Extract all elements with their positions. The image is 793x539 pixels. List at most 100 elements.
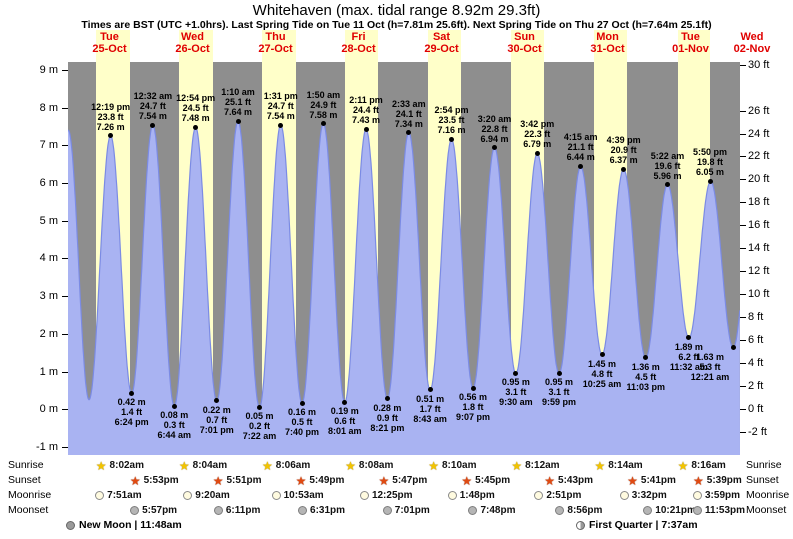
y-tick-right: [740, 363, 746, 365]
moonset-row-label-left: Moonset: [8, 504, 49, 516]
moonset-moon-icon: [643, 506, 653, 515]
moonset-time: 7:48pm: [480, 505, 516, 516]
low-tide-annotation: 0.56 m 1.8 ft 9:07 pm: [456, 392, 491, 423]
y-tick-left: [62, 333, 68, 335]
y-axis-label-ft: 16 ft: [748, 219, 770, 232]
moonset-item: 7:48pm: [468, 504, 515, 517]
tide-curve-svg: [68, 120, 740, 455]
moonset-row-label-right: Moonset: [746, 504, 787, 516]
sunset-time: 5:51pm: [226, 475, 262, 486]
moonrise-moon-icon: [447, 491, 457, 500]
y-axis-label-m: 7 m: [39, 139, 58, 152]
moonrise-moon-icon: [693, 491, 702, 500]
sunset-row-label-left: Sunset: [8, 474, 41, 486]
moonrise-item: 3:59pm: [693, 489, 740, 502]
moonset-moon-icon: [693, 506, 702, 515]
low-tide-annotation: 0.08 m 0.3 ft 6:44 am: [157, 410, 192, 441]
y-tick-left: [62, 107, 68, 109]
high-tide-annotation: 4:15 am 21.1 ft 6.44 m: [563, 132, 598, 163]
tide-point-dot: [492, 145, 498, 151]
sunrise-star-icon: ★: [511, 458, 523, 473]
sunset-star-icon: ★: [212, 473, 224, 488]
moonset-moon-icon: [130, 506, 140, 515]
moonrise-row-label-right: Moonrise: [746, 489, 790, 501]
moonset-item: 6:11pm: [213, 504, 260, 517]
y-tick-left: [62, 145, 68, 147]
moonset-moon-icon: [555, 506, 565, 515]
y-axis-label-m: 3 m: [39, 290, 58, 303]
y-tick-left: [62, 183, 68, 185]
tide-point-dot: [129, 390, 135, 396]
y-tick-right: [740, 317, 746, 319]
sunrise-star-icon: ★: [677, 458, 689, 473]
y-tick-right: [740, 133, 746, 135]
page-title: Whitehaven (max. tidal range 8.92m 29.3f…: [252, 2, 541, 19]
sunset-item: ★ 5:53pm: [130, 474, 179, 487]
moonset-time: 8:56pm: [567, 505, 603, 516]
sunset-time: 5:49pm: [309, 475, 345, 486]
high-tide-annotation: 1:31 pm 24.7 ft 7.54 m: [263, 91, 298, 122]
tide-point-dot: [108, 133, 114, 139]
high-tide-annotation: 2:33 am 24.1 ft 7.34 m: [392, 98, 426, 129]
y-axis-label-m: 9 m: [39, 64, 58, 76]
sunset-star-icon: ★: [129, 473, 141, 488]
high-tide-annotation: 1:50 am 24.9 ft 7.58 m: [306, 89, 341, 120]
sunset-item: ★ 5:39pm: [693, 474, 742, 487]
tide-point-dot: [708, 178, 714, 184]
moonrise-item: 2:51pm: [534, 489, 581, 502]
y-tick-right: [740, 202, 746, 204]
y-axis-label-m: 4 m: [39, 252, 58, 265]
y-axis-label-ft: 8 ft: [748, 311, 764, 324]
sunrise-star-icon: ★: [345, 458, 356, 473]
sunset-time: 5:41pm: [640, 475, 676, 486]
y-tick-right: [740, 64, 746, 66]
y-axis-label-ft: 20 ft: [748, 173, 770, 186]
moonset-time: 5:57pm: [142, 505, 178, 516]
moonrise-time: 3:59pm: [705, 490, 741, 501]
y-tick-right: [740, 225, 746, 227]
day-label: Sat 29-Oct: [424, 31, 459, 55]
tide-point-dot: [643, 355, 649, 361]
day-label: Wed 26-Oct: [175, 31, 210, 55]
tide-point-dot: [193, 124, 199, 130]
moonset-moon-icon: [382, 506, 392, 515]
tide-point-dot: [686, 335, 692, 341]
moonset-item: 10:21pm: [643, 504, 696, 517]
sunset-row-label-right: Sunset: [746, 474, 779, 486]
sunset-item: ★ 5:43pm: [544, 474, 593, 487]
first-quarter-icon: [576, 520, 585, 530]
tide-point-dot: [384, 396, 390, 402]
tide-point-dot: [278, 122, 284, 128]
day-label: Fri 28-Oct: [341, 31, 376, 55]
moonset-moon-icon: [468, 506, 478, 515]
y-tick-left: [62, 409, 68, 411]
moonset-item: 11:53pm: [693, 504, 745, 517]
sunrise-time: 8:12am: [525, 460, 560, 471]
y-tick-right: [740, 271, 746, 273]
tide-point-dot: [171, 403, 177, 409]
moonrise-moon-icon: [95, 491, 105, 500]
moonset-time: 7:01pm: [394, 505, 430, 516]
tide-point-dot: [534, 150, 540, 156]
y-axis-label-m: 1 m: [39, 365, 58, 378]
low-tide-annotation: 0.22 m 0.7 ft 7:01 pm: [199, 404, 234, 435]
tide-point-dot: [342, 399, 348, 405]
high-tide-annotation: 3:42 pm 22.3 ft 6.79 m: [520, 119, 555, 150]
y-tick-left: [62, 371, 68, 373]
moonrise-time: 9:20am: [195, 490, 230, 501]
moonset-item: 7:01pm: [382, 504, 430, 517]
low-tide-annotation: 0.28 m 0.9 ft 8:21 pm: [370, 402, 405, 433]
tide-point-dot: [730, 345, 736, 351]
y-axis-label-m: 8 m: [39, 101, 58, 114]
moonset-moon-icon: [213, 506, 223, 515]
moonrise-moon-icon: [359, 491, 369, 500]
moonrise-time: 2:51pm: [546, 490, 582, 501]
tide-point-dot: [513, 370, 519, 376]
tide-area-fill: [68, 121, 740, 455]
y-axis-label-ft: 24 ft: [748, 127, 770, 140]
moonrise-time: 10:53am: [283, 490, 324, 501]
tide-point-dot: [556, 370, 562, 376]
low-tide-annotation: 0.42 m 1.4 ft 6:24 pm: [114, 397, 149, 428]
day-label: Sun 30-Oct: [507, 31, 542, 55]
